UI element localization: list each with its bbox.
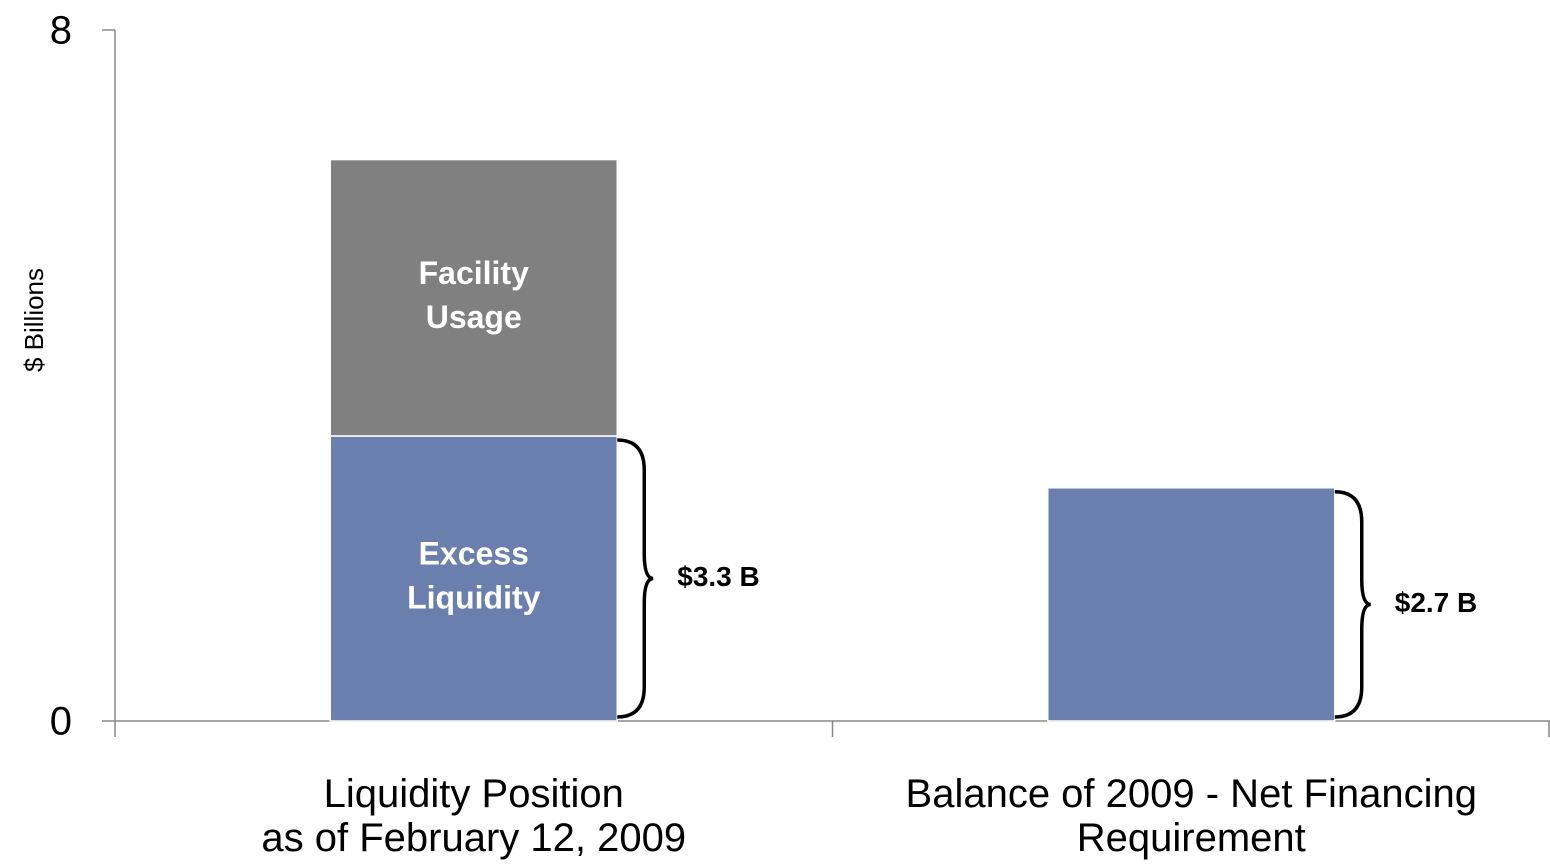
bar-segment xyxy=(329,158,618,437)
segment-label: Facility Usage xyxy=(419,255,529,335)
brace xyxy=(1334,490,1372,719)
segment-label: Excess Liquidity xyxy=(407,536,541,616)
value-label: $2.7 B xyxy=(1395,587,1478,618)
y-tick-label: 8 xyxy=(50,9,72,53)
y-tick-label: 0 xyxy=(50,700,72,744)
x-tick-label: Liquidity Position as of February 12, 200… xyxy=(261,772,686,860)
value-label: $3.3 B xyxy=(677,561,760,592)
y-axis-label: $ Billions xyxy=(19,268,49,372)
brace xyxy=(617,438,654,719)
bar-segment xyxy=(329,435,618,722)
x-tick-label: Balance of 2009 - Net Financing Requireme… xyxy=(906,772,1477,860)
bar-segment xyxy=(1047,487,1336,722)
